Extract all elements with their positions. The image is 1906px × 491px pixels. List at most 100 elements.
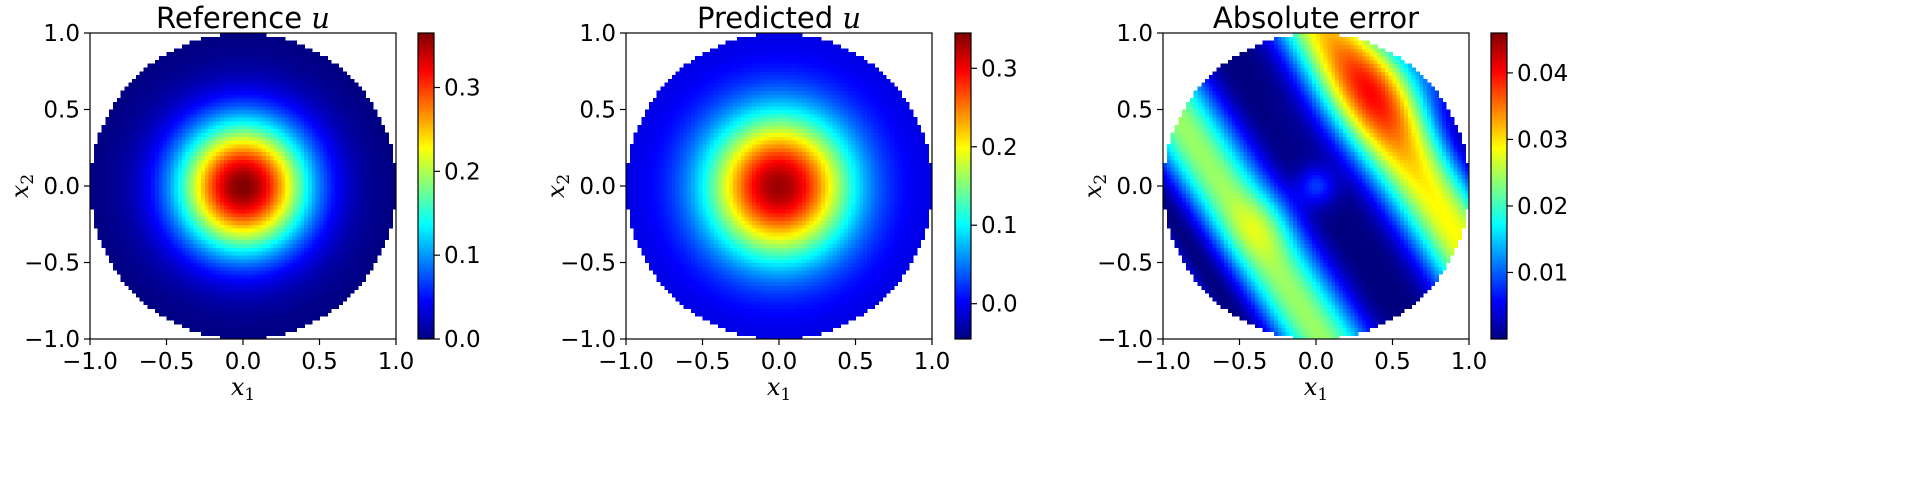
heatmap-cell	[369, 113, 374, 118]
heatmap-cell	[128, 166, 133, 172]
heatmap-cell	[212, 90, 217, 95]
heatmap-cell	[277, 105, 282, 111]
heatmap-cell	[174, 136, 179, 141]
heatmap-cell	[262, 124, 267, 130]
heatmap-cell	[315, 224, 321, 229]
heatmap-cell	[288, 98, 294, 103]
heatmap-cell	[334, 285, 340, 290]
heatmap-cell	[212, 293, 217, 298]
heatmap-cell	[327, 231, 332, 237]
heatmap-cell	[342, 273, 347, 279]
heatmap-cell	[281, 101, 286, 107]
heatmap-cell	[170, 132, 175, 137]
heatmap-cell	[231, 105, 236, 111]
heatmap-cell	[292, 216, 298, 222]
heatmap-cell	[105, 235, 110, 241]
heatmap-cell	[162, 143, 168, 149]
heatmap-cell	[109, 124, 114, 130]
heatmap-cell	[235, 224, 240, 229]
heatmap-cell	[132, 189, 137, 195]
heatmap-cell	[212, 331, 217, 336]
heatmap-cell	[277, 281, 282, 287]
heatmap-cell	[239, 101, 244, 107]
heatmap-cell	[170, 86, 175, 91]
heatmap-cell	[323, 59, 328, 65]
heatmap-cell	[338, 201, 344, 206]
heatmap-cell	[315, 109, 321, 114]
heatmap-cell	[185, 197, 191, 202]
heatmap-cell	[132, 243, 137, 248]
heatmap-cell	[315, 293, 321, 298]
heatmap-cell	[120, 208, 126, 214]
heatmap-cell	[373, 205, 378, 210]
heatmap-cell	[139, 186, 145, 191]
heatmap-cell	[197, 132, 202, 137]
heatmap-cell	[243, 254, 248, 260]
heatmap-cell	[254, 40, 259, 46]
heatmap-cell	[212, 277, 217, 283]
heatmap-cell	[258, 228, 263, 233]
heatmap-cell	[273, 228, 279, 233]
heatmap-cell	[258, 163, 263, 168]
heatmap-cell	[330, 75, 336, 80]
heatmap-cell	[193, 140, 198, 145]
heatmap-cell	[323, 254, 328, 260]
heatmap-cell	[250, 308, 256, 313]
heatmap-cell	[315, 59, 321, 65]
heatmap-cell	[323, 308, 328, 313]
heatmap-cell	[369, 262, 374, 267]
heatmap-cell	[258, 94, 263, 99]
heatmap-cell	[346, 140, 351, 145]
heatmap-cell	[212, 251, 217, 256]
heatmap-cell	[193, 174, 198, 179]
heatmap-cell	[281, 166, 286, 172]
heatmap-cell	[193, 166, 198, 172]
heatmap-cell	[166, 316, 171, 321]
heatmap-cell	[197, 212, 202, 218]
heatmap-cell	[327, 136, 332, 141]
heatmap-cell	[265, 319, 271, 325]
heatmap-cell	[227, 101, 233, 107]
heatmap-cell	[112, 109, 118, 114]
heatmap-cell	[155, 201, 160, 206]
heatmap-cell	[220, 52, 225, 57]
heatmap-cell	[189, 308, 194, 313]
heatmap-cell	[277, 132, 282, 137]
heatmap-cell	[120, 205, 126, 210]
heatmap-cell	[223, 323, 229, 329]
heatmap-cell	[304, 281, 309, 287]
heatmap-cell	[231, 67, 236, 72]
heatmap-cell	[265, 174, 271, 179]
heatmap-cell	[269, 189, 275, 195]
heatmap-cell	[338, 117, 344, 122]
heatmap-cell	[338, 163, 344, 168]
heatmap-cell	[181, 308, 187, 313]
heatmap-cell	[277, 243, 282, 248]
heatmap-cell	[308, 67, 313, 72]
heatmap-cell	[97, 193, 103, 199]
heatmap-cell	[158, 228, 164, 233]
heatmap-cell	[373, 258, 378, 264]
heatmap-cell	[166, 296, 171, 302]
heatmap-cell	[338, 178, 344, 183]
heatmap-cell	[112, 166, 118, 172]
heatmap-cell	[281, 273, 286, 279]
heatmap-cell	[132, 151, 137, 156]
heatmap-cell	[93, 170, 99, 176]
heatmap-cell	[342, 235, 347, 241]
heatmap-cell	[258, 201, 263, 206]
heatmap-cell	[376, 143, 382, 149]
heatmap-cell	[147, 304, 152, 309]
heatmap-cell	[246, 44, 252, 49]
heatmap-cell	[376, 224, 382, 229]
heatmap-cell	[109, 182, 114, 187]
heatmap-cell	[112, 163, 118, 168]
heatmap-cell	[185, 285, 191, 290]
heatmap-cell	[208, 117, 213, 122]
heatmap-cell	[304, 174, 309, 179]
heatmap-cell	[288, 251, 294, 256]
heatmap-cell	[273, 52, 279, 57]
heatmap-cell	[246, 289, 252, 294]
heatmap-cell	[197, 239, 202, 244]
heatmap-cell	[185, 281, 191, 287]
